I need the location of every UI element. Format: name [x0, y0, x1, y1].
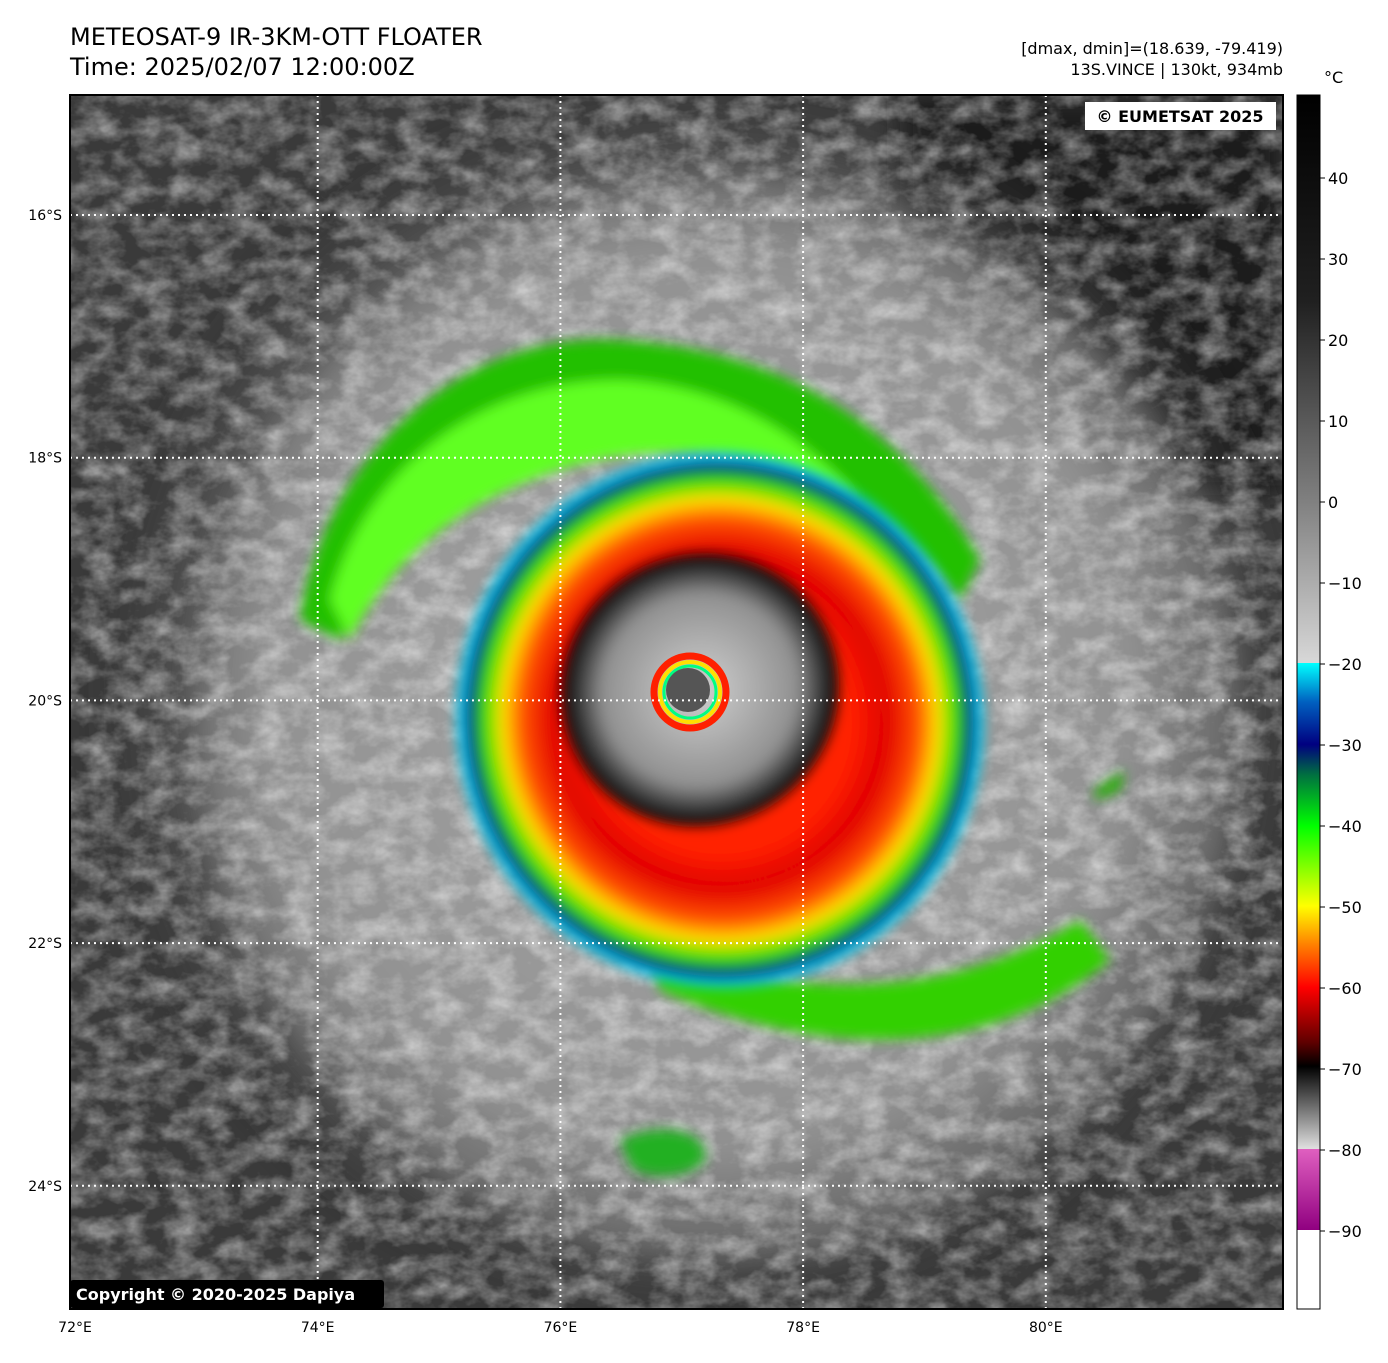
- lon-label: 76°E: [544, 1320, 578, 1336]
- map-frame: [69, 94, 1284, 1310]
- watermark-box: [1085, 102, 1276, 130]
- lon-label: 78°E: [786, 1320, 820, 1336]
- lon-label: 72°E: [58, 1320, 92, 1336]
- info-line: 13S.VINCE | 130kt, 934mb: [1070, 60, 1283, 79]
- lat-label: 22°S: [28, 936, 62, 952]
- satellite-image: [70, 95, 1283, 1309]
- colorbar-tick-label: 20: [1328, 331, 1348, 350]
- colorbar-tick-label: −30: [1328, 736, 1362, 755]
- lat-label: 18°S: [28, 451, 62, 467]
- colorbar-tick-label: −80: [1328, 1141, 1362, 1160]
- colorbar-tick-label: 0: [1328, 493, 1338, 512]
- lat-label: 16°S: [28, 208, 62, 224]
- lon-label: 80°E: [1029, 1320, 1063, 1336]
- lat-label: 24°S: [28, 1179, 62, 1195]
- colorbar-tick-label: 10: [1328, 412, 1348, 431]
- copyright: Copyright © 2020-2025 Dapiya: [76, 1285, 355, 1304]
- watermark: © EUMETSAT 2025: [1097, 107, 1264, 126]
- colorbar-unit: °C: [1324, 68, 1343, 87]
- graticule: [70, 95, 1283, 1309]
- lon-label: 74°E: [301, 1320, 335, 1336]
- colorbar-tick-label: −10: [1328, 574, 1362, 593]
- colorbar-tick-label: −20: [1328, 655, 1362, 674]
- time: Time: 2025/02/07 12:00:00Z: [69, 53, 415, 81]
- colorbar-tick-label: 40: [1328, 169, 1348, 188]
- copyright-box: [70, 1280, 384, 1308]
- colorbar-tick-label: −40: [1328, 817, 1362, 836]
- title: METEOSAT-9 IR-3KM-OTT FLOATER: [70, 23, 483, 51]
- colorbar-tick-label: −60: [1328, 979, 1362, 998]
- info-line: [dmax, dmin]=(18.639, -79.419): [1021, 39, 1283, 58]
- colorbar-tick-label: −90: [1328, 1222, 1362, 1241]
- colorbar-tick-label: −70: [1328, 1060, 1362, 1079]
- lat-label: 20°S: [28, 693, 62, 709]
- colorbar: [1296, 94, 1321, 1310]
- colorbar-tick-label: 30: [1328, 250, 1348, 269]
- colorbar-tick-label: −50: [1328, 898, 1362, 917]
